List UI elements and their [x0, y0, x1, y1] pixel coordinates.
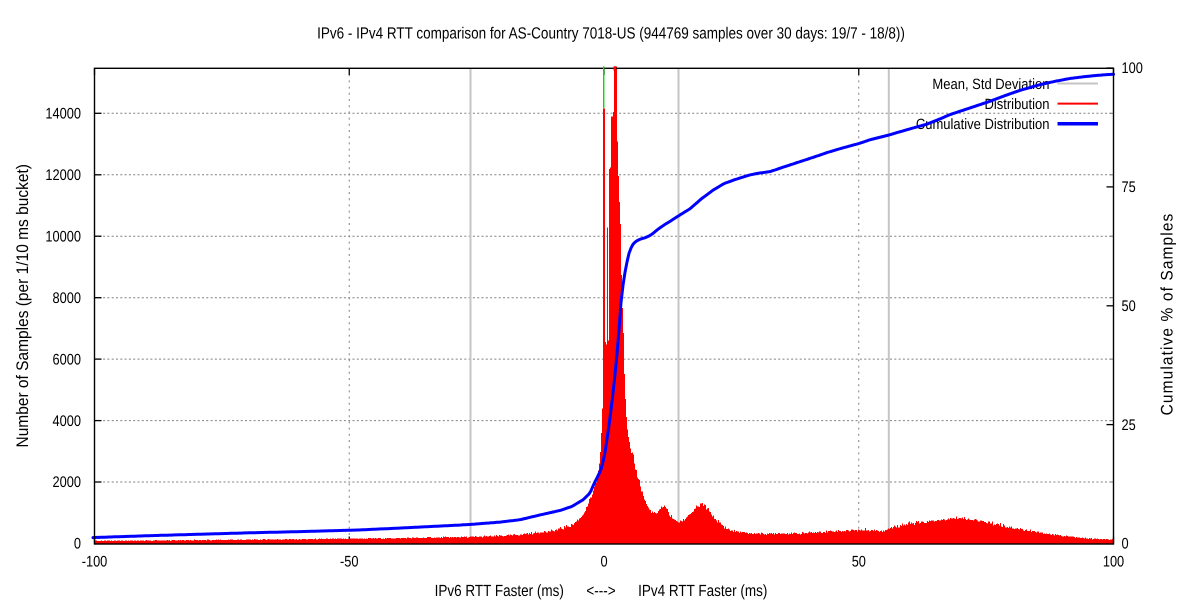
- svg-text:12000: 12000: [45, 166, 81, 184]
- svg-text:Number of Samples (per 1/10 ms: Number of Samples (per 1/10 ms bucket): [14, 164, 32, 447]
- svg-text:100: 100: [1122, 59, 1143, 77]
- svg-text:25: 25: [1122, 415, 1136, 433]
- svg-text:Cumulative Distribution: Cumulative Distribution: [916, 115, 1050, 132]
- svg-text:4000: 4000: [53, 411, 81, 429]
- svg-text:100: 100: [1103, 552, 1124, 570]
- svg-text:IPv6 - IPv4 RTT comparison for: IPv6 - IPv4 RTT comparison for AS-Countr…: [317, 24, 905, 42]
- svg-text:Cumulative % of Samples: Cumulative % of Samples: [1158, 213, 1176, 416]
- svg-text:50: 50: [852, 552, 866, 570]
- svg-text:8000: 8000: [53, 289, 81, 307]
- svg-text:0: 0: [600, 552, 607, 570]
- svg-text:14000: 14000: [45, 104, 81, 122]
- svg-text:2000: 2000: [53, 473, 81, 491]
- svg-text:0: 0: [74, 534, 81, 552]
- svg-text:50: 50: [1122, 297, 1136, 315]
- svg-text:0: 0: [1122, 534, 1129, 552]
- svg-text:Mean, Std Deviation: Mean, Std Deviation: [932, 75, 1049, 92]
- svg-text:75: 75: [1122, 178, 1136, 196]
- svg-text:6000: 6000: [53, 350, 81, 368]
- svg-text:10000: 10000: [45, 227, 81, 245]
- svg-text:-50: -50: [340, 552, 359, 570]
- svg-text:-100: -100: [82, 552, 108, 570]
- svg-text:IPv6 RTT Faster (ms) <---: IPv6 RTT Faster (ms) <---> IPv4 RTT Fast…: [435, 582, 768, 600]
- svg-text:Distribution: Distribution: [984, 95, 1049, 112]
